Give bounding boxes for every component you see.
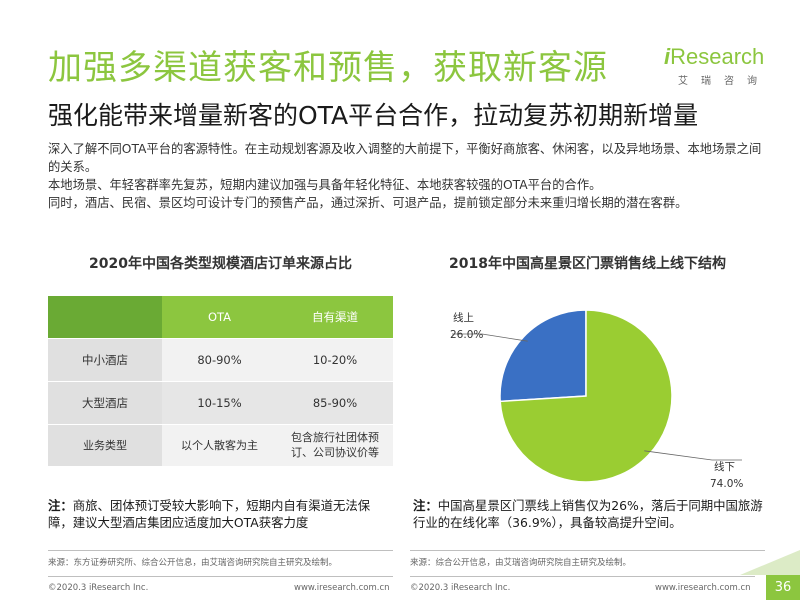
cell-own: 包含旅行社团体预订、公司协议价等 bbox=[277, 423, 393, 466]
intro-paragraph: 同时，酒店、民宿、景区均可设计专门的预售产品，通过深折、可退产品，提前锁定部分未… bbox=[48, 196, 688, 210]
footer-url: www.iresearch.com.cn bbox=[294, 583, 390, 593]
divider-line bbox=[48, 550, 393, 551]
divider-line bbox=[410, 550, 765, 551]
logo-wordmark: iResearch bbox=[664, 46, 764, 68]
cell-ota: 10-15% bbox=[162, 380, 277, 424]
table-row: 业务类型 以个人散客为主 包含旅行社团体预订、公司协议价等 bbox=[48, 423, 393, 466]
row-label: 中小酒店 bbox=[48, 337, 162, 381]
page-subtitle: 强化能带来增量新客的OTA平台合作，拉动复苏初期新增量 bbox=[48, 101, 699, 130]
table-row: 大型酒店 10-15% 85-90% bbox=[48, 380, 393, 424]
footer-copyright: ©2020.3 iResearch Inc. bbox=[48, 583, 149, 593]
note-prefix: 注： bbox=[413, 498, 438, 513]
footer-line bbox=[48, 576, 393, 577]
table-source: 来源：东方证券研究所、综合公开信息，由艾瑞咨询研究院自主研究及绘制。 bbox=[48, 558, 338, 568]
row-label: 业务类型 bbox=[48, 423, 162, 466]
slice-label: 线上 bbox=[453, 311, 474, 324]
table-header-corner bbox=[48, 296, 162, 338]
page-title: 加强多渠道获客和预售，获取新客源 bbox=[48, 48, 608, 88]
table-title: 2020年中国各类型规模酒店订单来源占比 bbox=[89, 256, 352, 272]
corner-decoration bbox=[740, 550, 800, 575]
row-label: 大型酒店 bbox=[48, 380, 162, 424]
intro-text: 深入了解不同OTA平台的客源特性。在主动规划客源及收入调整的大前提下，平衡好商旅… bbox=[48, 140, 768, 212]
slice-label: 线下 bbox=[714, 460, 735, 473]
intro-paragraph: 深入了解不同OTA平台的客源特性。在主动规划客源及收入调整的大前提下，平衡好商旅… bbox=[48, 142, 762, 174]
iresearch-logo: iResearch 艾瑞咨询 bbox=[664, 46, 770, 88]
leader-line bbox=[644, 450, 742, 461]
table-note: 注：商旅、团体预订受较大影响下，短期内自有渠道无法保障，建议大型酒店集团应适度加… bbox=[48, 497, 378, 531]
note-prefix: 注： bbox=[48, 498, 73, 513]
logo-i: i bbox=[664, 44, 671, 69]
slice-value-label: 26.0% bbox=[450, 329, 483, 341]
cell-own: 10-20% bbox=[277, 337, 393, 381]
chart-note: 注：中国高星景区门票线上销售仅为26%，落后于同期中国旅游行业的在线化率（36.… bbox=[413, 497, 763, 531]
ticket-sales-pie-chart: 线上 26.0% 线下 74.0% bbox=[450, 309, 743, 490]
cell-ota: 80-90% bbox=[162, 337, 277, 381]
cell-ota: 以个人散客为主 bbox=[162, 423, 277, 466]
footer-url: www.iresearch.com.cn bbox=[655, 583, 751, 593]
logo-research: Research bbox=[670, 44, 765, 69]
note-text: 商旅、团体预订受较大影响下，短期内自有渠道无法保障，建议大型酒店集团应适度加大O… bbox=[48, 498, 371, 530]
pie-slice-online bbox=[499, 309, 587, 403]
footer-copyright: ©2020.3 iResearch Inc. bbox=[410, 583, 511, 593]
chart-source: 来源：综合公开信息，由艾瑞咨询研究院自主研究及绘制。 bbox=[410, 558, 632, 568]
slice-value-label: 74.0% bbox=[710, 478, 743, 490]
logo-chinese: 艾瑞咨询 bbox=[678, 76, 770, 87]
cell-own: 85-90% bbox=[277, 380, 393, 424]
intro-paragraph: 本地场景、年轻客群率先复苏，短期内建议加强与具备年轻化特征、本地获客较强的OTA… bbox=[48, 178, 602, 192]
order-source-table: OTA 自有渠道 中小酒店 80-90% 10-20% 大型酒店 10-15% … bbox=[48, 296, 393, 466]
leader-line bbox=[452, 333, 528, 342]
pie-slice-offline bbox=[499, 309, 673, 483]
table-row: 中小酒店 80-90% 10-20% bbox=[48, 337, 393, 381]
table-header-own-channel: 自有渠道 bbox=[277, 296, 393, 338]
footer-line bbox=[410, 576, 755, 577]
note-text: 中国高星景区门票线上销售仅为26%，落后于同期中国旅游行业的在线化率（36.9%… bbox=[413, 498, 763, 530]
table-header-ota: OTA bbox=[162, 296, 277, 338]
chart-title: 2018年中国高星景区门票销售线上线下结构 bbox=[449, 256, 726, 272]
page-number: 36 bbox=[766, 575, 800, 600]
table-header-row: OTA 自有渠道 bbox=[48, 296, 393, 338]
